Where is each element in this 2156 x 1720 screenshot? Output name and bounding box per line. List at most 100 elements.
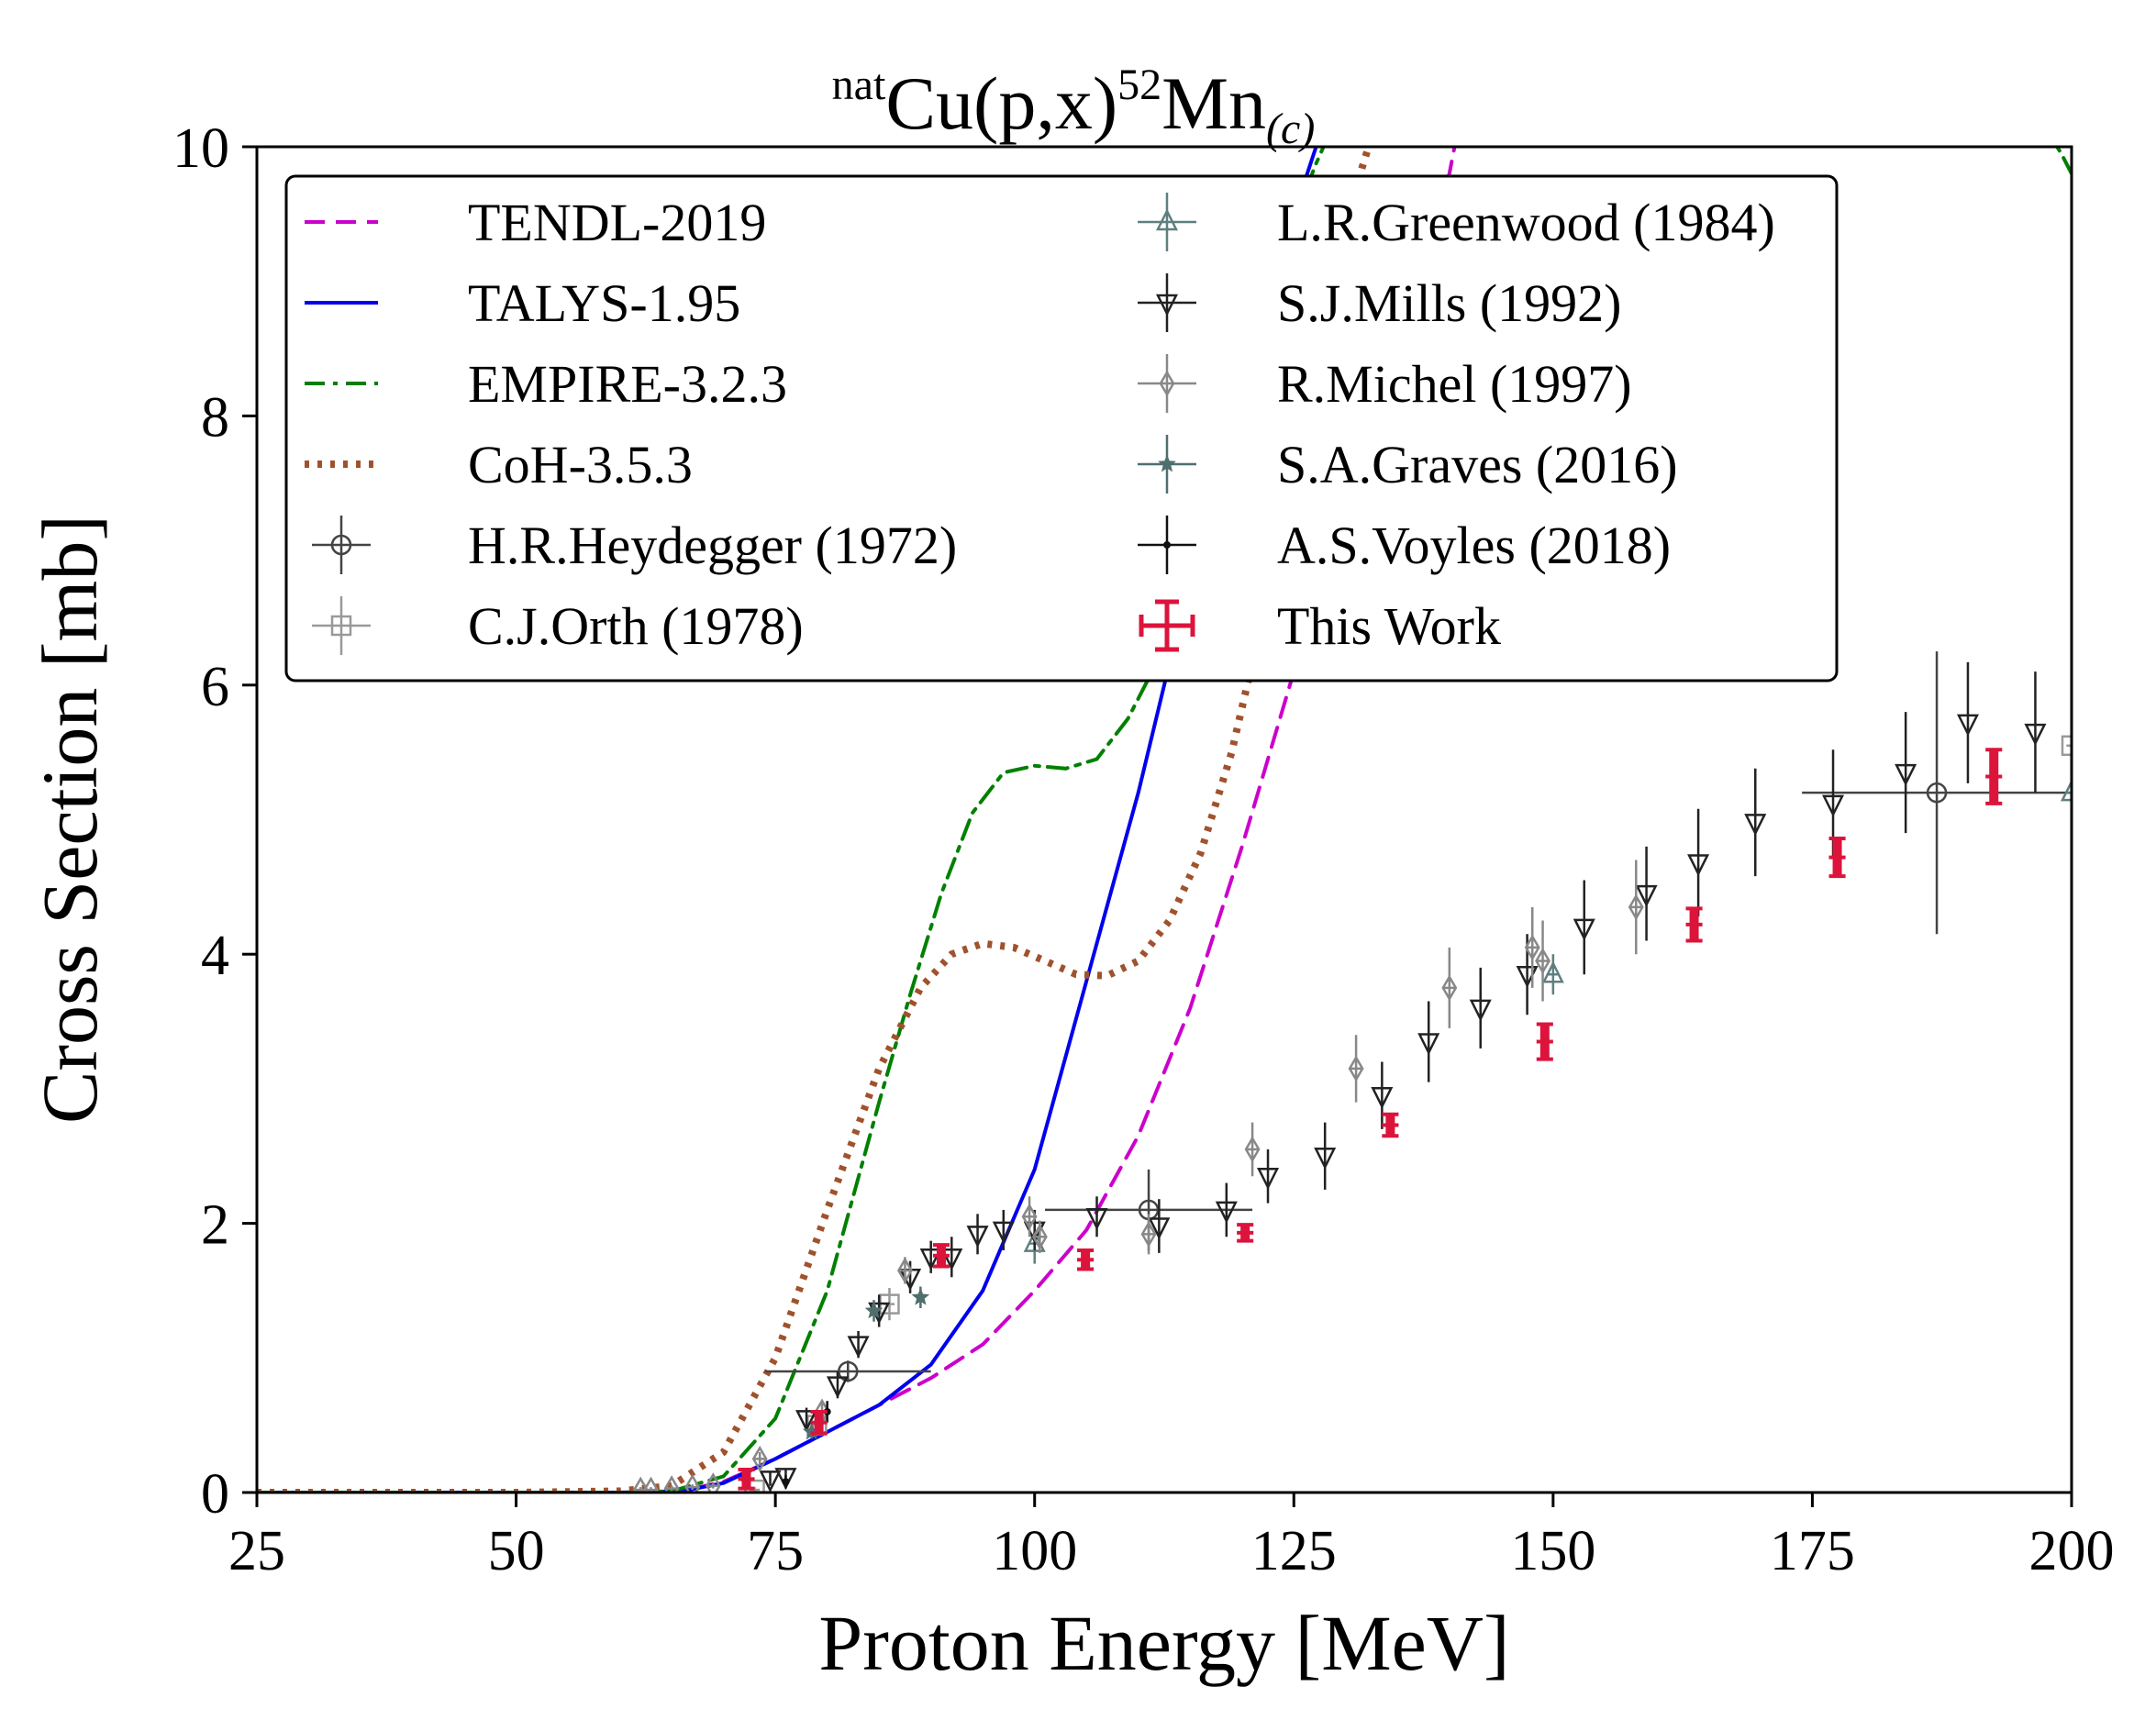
x-tick-label: 100 [992, 1520, 1077, 1582]
data-point-a-s-voyles-2018 [782, 1474, 790, 1489]
marker-s-j-mills-1992 [1371, 1086, 1394, 1110]
legend-label: EMPIRE-3.2.3 [468, 354, 787, 414]
legend-item-h-r-heydegger-1972: H.R.Heydegger (1972) [312, 516, 957, 575]
data-point-l-r-greenwood-1984 [1541, 954, 1564, 995]
x-tick-label: 75 [747, 1520, 804, 1582]
model-curve-empire-3-2-3 [257, 147, 2072, 1493]
data-point-r-michel-1997 [1535, 920, 1551, 1002]
marker-r-michel-1997 [632, 1476, 649, 1493]
marker-s-j-mills-1992 [1573, 918, 1595, 941]
legend-item-talys-1-95: TALYS-1.95 [305, 273, 740, 333]
legend-label: R.Michel (1997) [1277, 354, 1632, 414]
data-point-s-j-mills-1992 [1895, 712, 1917, 834]
data-point-this-work [810, 1409, 828, 1436]
data-point-s-j-mills-1992 [966, 1214, 989, 1255]
legend-item-r-michel-1997: R.Michel (1997) [1138, 354, 1632, 414]
marker-r-michel-1997 [684, 1473, 701, 1493]
data-point-this-work [1536, 1022, 1553, 1061]
title-element: Cu(p,x) [885, 61, 1117, 145]
marker-s-a-graves-2016 [864, 1301, 884, 1319]
legend-label: C.J.Orth (1978) [468, 596, 804, 656]
legend-item-c-j-orth-1978: C.J.Orth (1978) [312, 596, 804, 656]
marker-s-j-mills-1992 [1148, 1217, 1171, 1240]
marker-s-j-mills-1992 [1687, 854, 1710, 877]
legend-marker-a-s-voyles-2018 [1163, 541, 1171, 549]
marker-c-j-orth-1978 [2061, 735, 2072, 757]
data-point-s-j-mills-1992 [1469, 967, 1492, 1049]
data-point-r-michel-1997 [1244, 1122, 1261, 1177]
marker-s-j-mills-1992 [1215, 1201, 1238, 1224]
marker-s-j-mills-1992 [847, 1336, 870, 1359]
data-point-s-j-mills-1992 [1085, 1196, 1108, 1237]
marker-s-j-mills-1992 [1635, 884, 1658, 907]
axes: 25 50 75 100 125 150 175 200 0 2 4 6 8 10 [172, 117, 2115, 1582]
x-tick-label: 50 [488, 1520, 545, 1582]
marker-s-j-mills-1992 [1417, 1033, 1440, 1056]
marker-s-j-mills-1992 [1085, 1208, 1108, 1231]
legend-marker-r-michel-1997 [1159, 370, 1175, 397]
marker-r-michel-1997 [1031, 1223, 1048, 1250]
marker-r-michel-1997 [1348, 1055, 1364, 1082]
legend-item-empire-3-2-3: EMPIRE-3.2.3 [305, 354, 787, 414]
title-subscript: (c) [1266, 105, 1315, 153]
legend-item-tendl-2019: TENDL-2019 [305, 193, 766, 252]
data-point-this-work [1237, 1223, 1254, 1243]
x-tick-label: 175 [1770, 1520, 1855, 1582]
marker-s-j-mills-1992 [774, 1468, 797, 1491]
marker-r-michel-1997 [643, 1476, 659, 1493]
data-point-r-michel-1997 [1021, 1196, 1038, 1237]
legend-item-this-work: This Work [1139, 596, 1501, 656]
data-point-this-work [1685, 906, 1703, 943]
data-point-r-michel-1997 [1628, 860, 1644, 955]
marker-s-a-graves-2016 [911, 1287, 930, 1305]
legend-label: S.J.Mills (1992) [1277, 273, 1621, 333]
legend-marker-l-r-greenwood-1984 [1155, 208, 1179, 231]
x-tick-label: 25 [228, 1520, 285, 1582]
marker-s-j-mills-1992 [940, 1248, 963, 1271]
data-point-r-michel-1997 [1140, 1214, 1157, 1255]
marker-s-j-mills-1992 [795, 1410, 818, 1433]
data-point-s-j-mills-1992 [1744, 768, 1767, 877]
data-point-c-j-orth-1978 [2061, 725, 2072, 766]
marker-s-j-mills-1992 [1257, 1168, 1280, 1191]
marker-s-j-mills-1992 [1744, 814, 1767, 837]
data-point-this-work [1382, 1112, 1399, 1138]
data-point-s-j-mills-1992 [2024, 671, 2047, 793]
data-point-s-a-graves-2016 [911, 1286, 930, 1309]
marker-r-michel-1997 [1524, 934, 1540, 961]
data-point-s-j-mills-1992 [919, 1240, 942, 1273]
marker-r-michel-1997 [705, 1472, 721, 1493]
data-point-r-michel-1997 [663, 1475, 680, 1493]
y-tick-label: 6 [201, 656, 229, 718]
marker-h-r-heydegger-1972 [1926, 782, 1948, 804]
legend-label: S.A.Graves (2016) [1277, 435, 1678, 494]
data-point-r-michel-1997 [643, 1476, 659, 1493]
legend-box [284, 174, 1839, 682]
data-point-this-work [1985, 748, 2003, 805]
marker-s-j-mills-1992 [826, 1376, 849, 1399]
marker-r-michel-1997 [1140, 1220, 1157, 1248]
marker-s-j-mills-1992 [759, 1470, 782, 1493]
x-tick-label: 200 [2029, 1520, 2115, 1582]
title-product: Mn [1161, 61, 1266, 145]
data-point-this-work [1077, 1248, 1095, 1271]
data-point-s-j-mills-1992 [795, 1407, 818, 1433]
y-tick-label: 2 [201, 1194, 229, 1257]
data-point-s-j-mills-1992 [1215, 1182, 1238, 1237]
data-point-r-michel-1997 [1524, 906, 1540, 988]
marker-s-j-mills-1992 [919, 1248, 942, 1271]
legend-marker-h-r-heydegger-1972 [330, 534, 352, 556]
data-point-h-r-heydegger-1972 [764, 1360, 931, 1382]
marker-r-michel-1997 [1441, 974, 1458, 1002]
marker-r-michel-1997 [751, 1445, 768, 1472]
x-tick-label: 150 [1510, 1520, 1595, 1582]
data-point-this-work [932, 1243, 950, 1269]
data-point-s-j-mills-1992 [940, 1237, 963, 1278]
marker-r-michel-1997 [1244, 1136, 1261, 1163]
data-point-s-j-mills-1992 [1314, 1122, 1337, 1190]
marker-a-s-voyles-2018 [782, 1478, 790, 1486]
marker-r-michel-1997 [663, 1475, 680, 1493]
legend-label: TENDL-2019 [468, 193, 766, 252]
legend-item-coh-3-5-3: CoH-3.5.3 [305, 435, 693, 494]
